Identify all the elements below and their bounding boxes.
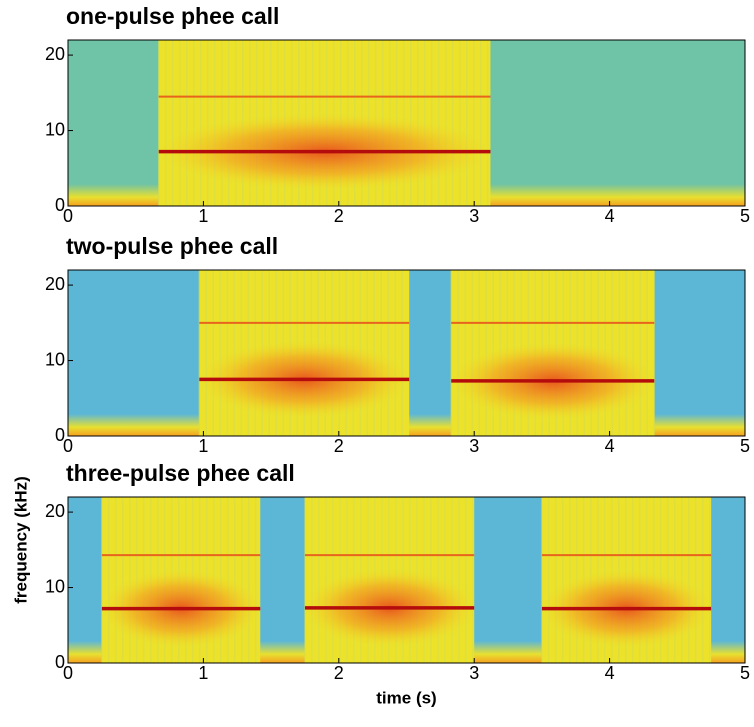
- plot-frame: [67, 39, 746, 207]
- y-tick-label: 10: [45, 119, 65, 139]
- x-tick-label: 2: [334, 663, 344, 683]
- x-tick-label: 3: [469, 436, 479, 456]
- y-tick-label: 10: [45, 349, 65, 369]
- y-axis-label: frequency (kHz): [11, 476, 30, 604]
- x-axis-label: time (s): [376, 688, 436, 707]
- x-tick-label: 3: [469, 206, 479, 226]
- x-tick-label: 5: [740, 436, 750, 456]
- y-tick-label: 0: [55, 425, 65, 445]
- x-tick-label: 4: [605, 436, 615, 456]
- x-tick-label: 2: [334, 436, 344, 456]
- panel-title: one-pulse phee call: [66, 3, 279, 29]
- plot-frame: [67, 496, 746, 664]
- y-tick-label: 0: [55, 195, 65, 215]
- x-tick-label: 1: [198, 206, 208, 226]
- x-tick-label: 4: [605, 663, 615, 683]
- x-tick-label: 0: [63, 663, 73, 683]
- x-tick-label: 0: [63, 436, 73, 456]
- x-tick-label: 5: [740, 663, 750, 683]
- y-tick-label: 20: [45, 44, 65, 64]
- y-tick-label: 10: [45, 576, 65, 596]
- x-tick-label: 3: [469, 663, 479, 683]
- x-tick-label: 4: [605, 206, 615, 226]
- panel-title: two-pulse phee call: [66, 233, 278, 259]
- x-tick-label: 1: [198, 436, 208, 456]
- x-tick-label: 1: [198, 663, 208, 683]
- y-tick-label: 20: [45, 501, 65, 521]
- x-tick-label: 0: [63, 206, 73, 226]
- panel-title: three-pulse phee call: [66, 460, 295, 486]
- y-tick-label: 0: [55, 652, 65, 672]
- x-tick-label: 2: [334, 206, 344, 226]
- x-tick-label: 5: [740, 206, 750, 226]
- plot-frame: [67, 269, 746, 437]
- y-tick-label: 20: [45, 274, 65, 294]
